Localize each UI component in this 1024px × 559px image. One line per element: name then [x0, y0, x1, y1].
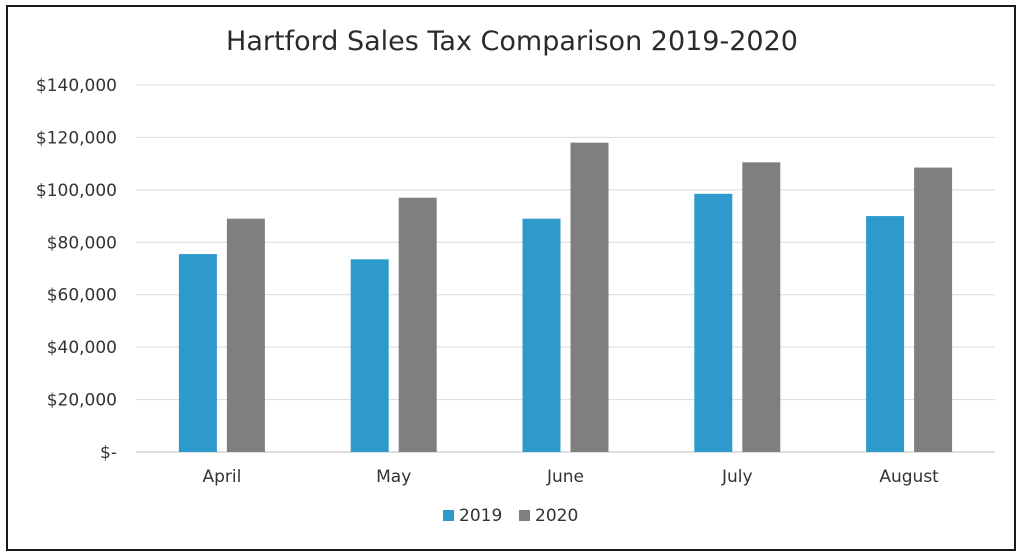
- gridlines: [136, 84, 995, 453]
- bar-2020-may: [398, 197, 437, 452]
- y-tick-label: $140,000: [36, 76, 117, 96]
- x-tick-label: May: [376, 467, 411, 487]
- y-tick-label: $80,000: [47, 233, 117, 253]
- y-tick-label: $40,000: [47, 338, 117, 358]
- bars: [178, 142, 953, 452]
- x-tick-label: April: [202, 467, 241, 487]
- y-tick-label: $60,000: [47, 286, 117, 306]
- x-tick-label: August: [879, 467, 939, 487]
- x-axis-ticks: April May June July August: [202, 467, 939, 487]
- bar-2019-june: [522, 218, 561, 452]
- x-tick-label: July: [721, 467, 753, 487]
- bar-2019-july: [694, 193, 733, 452]
- y-tick-label: $120,000: [36, 128, 117, 148]
- bar-2020-august: [914, 167, 953, 452]
- x-tick-label: June: [546, 467, 584, 487]
- legend-label-2019: 2019: [459, 506, 502, 526]
- bar-2020-april: [226, 218, 265, 452]
- y-tick-label: $100,000: [36, 181, 117, 201]
- y-axis-ticks: $- $20,000 $40,000 $60,000 $80,000 $100,000 $1…: [36, 76, 117, 463]
- bar-2019-may: [350, 259, 389, 452]
- y-tick-label: $20,000: [47, 391, 117, 411]
- y-tick-label: $-: [100, 443, 117, 463]
- legend-swatch-2020: [519, 510, 530, 521]
- bar-2020-june: [570, 142, 609, 452]
- chart-frame: [6, 5, 1016, 551]
- chart-title: Hartford Sales Tax Comparison 2019-2020: [226, 26, 798, 57]
- legend-swatch-2019: [443, 510, 454, 521]
- bar-2020-july: [742, 162, 781, 452]
- legend-label-2020: 2020: [535, 506, 578, 526]
- bar-2019-april: [178, 254, 217, 452]
- bar-2019-august: [866, 216, 905, 452]
- legend: 2019 2020: [443, 506, 578, 526]
